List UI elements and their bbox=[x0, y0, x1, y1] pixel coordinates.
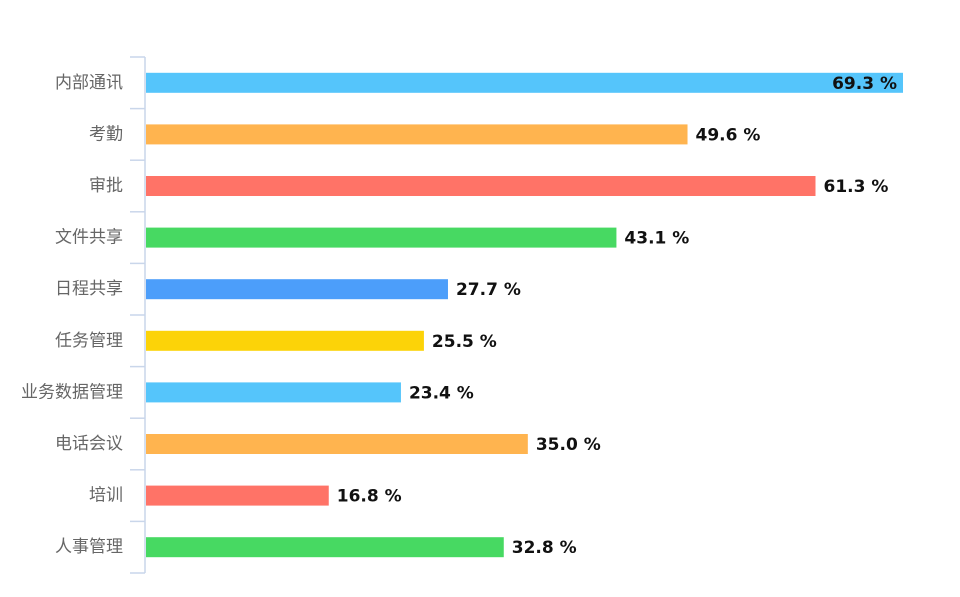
bar bbox=[146, 124, 688, 145]
bar bbox=[146, 72, 903, 93]
category-label: 内部通讯 bbox=[55, 73, 123, 93]
category-label: 考勤 bbox=[89, 124, 123, 144]
bar bbox=[146, 434, 528, 454]
value-label: 43.1 % bbox=[624, 229, 689, 249]
bar bbox=[146, 330, 424, 351]
bar bbox=[146, 382, 401, 403]
value-label: 16.8 % bbox=[337, 487, 402, 507]
value-label: 27.7 % bbox=[456, 280, 521, 300]
category-label: 人事管理 bbox=[55, 537, 123, 557]
bar bbox=[146, 176, 816, 196]
labels: 内部通讯 69.3 % 考勤 49.6 % 审批 61.3 % 文件共享 43.1 % 日程共享… bbox=[21, 73, 897, 558]
category-axis bbox=[130, 56, 146, 574]
value-label: 35.0 % bbox=[536, 435, 601, 455]
category-label: 培训 bbox=[89, 486, 123, 506]
bar bbox=[146, 227, 617, 248]
bars bbox=[146, 72, 903, 558]
value-label: 49.6 % bbox=[696, 125, 761, 145]
category-label: 审批 bbox=[89, 176, 123, 196]
value-label: 25.5 % bbox=[432, 332, 497, 352]
value-label: 23.4 % bbox=[409, 383, 474, 403]
category-label: 电话会议 bbox=[55, 434, 123, 454]
bar bbox=[146, 485, 329, 506]
category-label: 日程共享 bbox=[55, 279, 123, 299]
value-label: 61.3 % bbox=[823, 177, 888, 197]
category-label: 任务管理 bbox=[55, 331, 123, 351]
bar bbox=[146, 537, 504, 558]
bar bbox=[146, 279, 448, 300]
value-label: 32.8 % bbox=[512, 538, 577, 558]
category-label: 业务数据管理 bbox=[21, 382, 123, 402]
category-label: 文件共享 bbox=[55, 228, 123, 248]
value-label: 69.3 % bbox=[832, 74, 897, 94]
